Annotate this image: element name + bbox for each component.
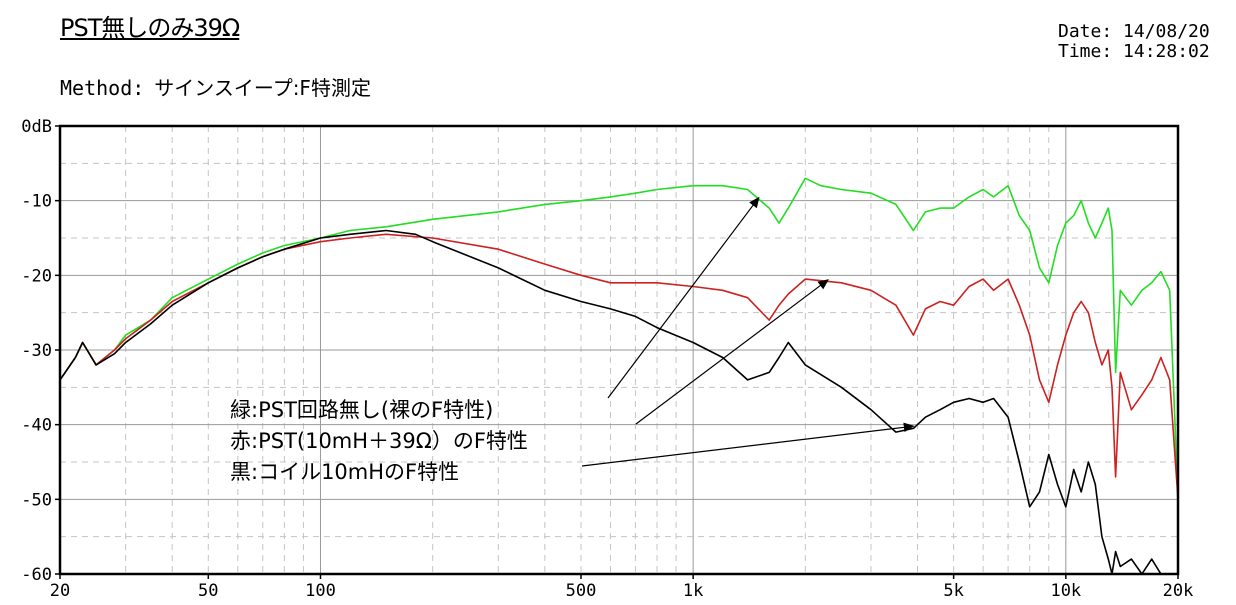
legend-green: 緑:PST回路無し(裸のF特性) [230, 398, 493, 422]
y-tick-label: -50 [21, 490, 52, 510]
x-tick-label: 50 [198, 581, 218, 601]
series-line-1 [59, 233, 1179, 500]
series-line-2 [59, 229, 1178, 575]
series-line-0 [59, 177, 1179, 500]
x-tick-label: 100 [305, 581, 336, 601]
y-tick-label: -10 [21, 192, 52, 212]
annotation-arrow-1 [635, 279, 829, 425]
y-tick-label: -30 [21, 341, 52, 361]
x-tick-label: 10k [1050, 581, 1081, 601]
method-label: Method: [60, 76, 145, 100]
legend-black: 黒:コイル10mHのF特性 [230, 460, 459, 484]
method-value: サインスイープ:F特測定 [154, 76, 371, 100]
x-tick-label: 1k [683, 581, 703, 601]
annotation-arrow-0 [607, 196, 760, 399]
x-tick-label: 20k [1163, 581, 1194, 601]
y-tick-label: -60 [21, 565, 52, 585]
y-tick-label: 0dB [21, 117, 52, 137]
method-line: Method: サインスイープ:F特測定 [60, 72, 371, 101]
x-tick-label: 500 [566, 581, 597, 601]
time-stamp: Time: 14:28:02 [1058, 41, 1210, 62]
y-tick-label: -20 [21, 266, 52, 286]
date-stamp: Date: 14/08/20 [1058, 21, 1210, 42]
grid [60, 126, 1178, 574]
annotation-arrow-2 [581, 422, 915, 467]
x-tick-label: 5k [943, 581, 963, 601]
series-group [59, 177, 1179, 575]
y-tick-label: -40 [21, 416, 52, 436]
annotation-arrows [581, 196, 915, 467]
legend-red: 赤:PST(10mH＋39Ω）のF特性 [230, 429, 528, 453]
tick-labels: 20 50 100 500 1k 5k 10k 20k 0dB -10 -20 -30 -40 -50 -6… [21, 117, 1193, 601]
page-title: PST無しのみ39Ω [60, 14, 240, 42]
x-tick-label: 20 [50, 581, 70, 601]
